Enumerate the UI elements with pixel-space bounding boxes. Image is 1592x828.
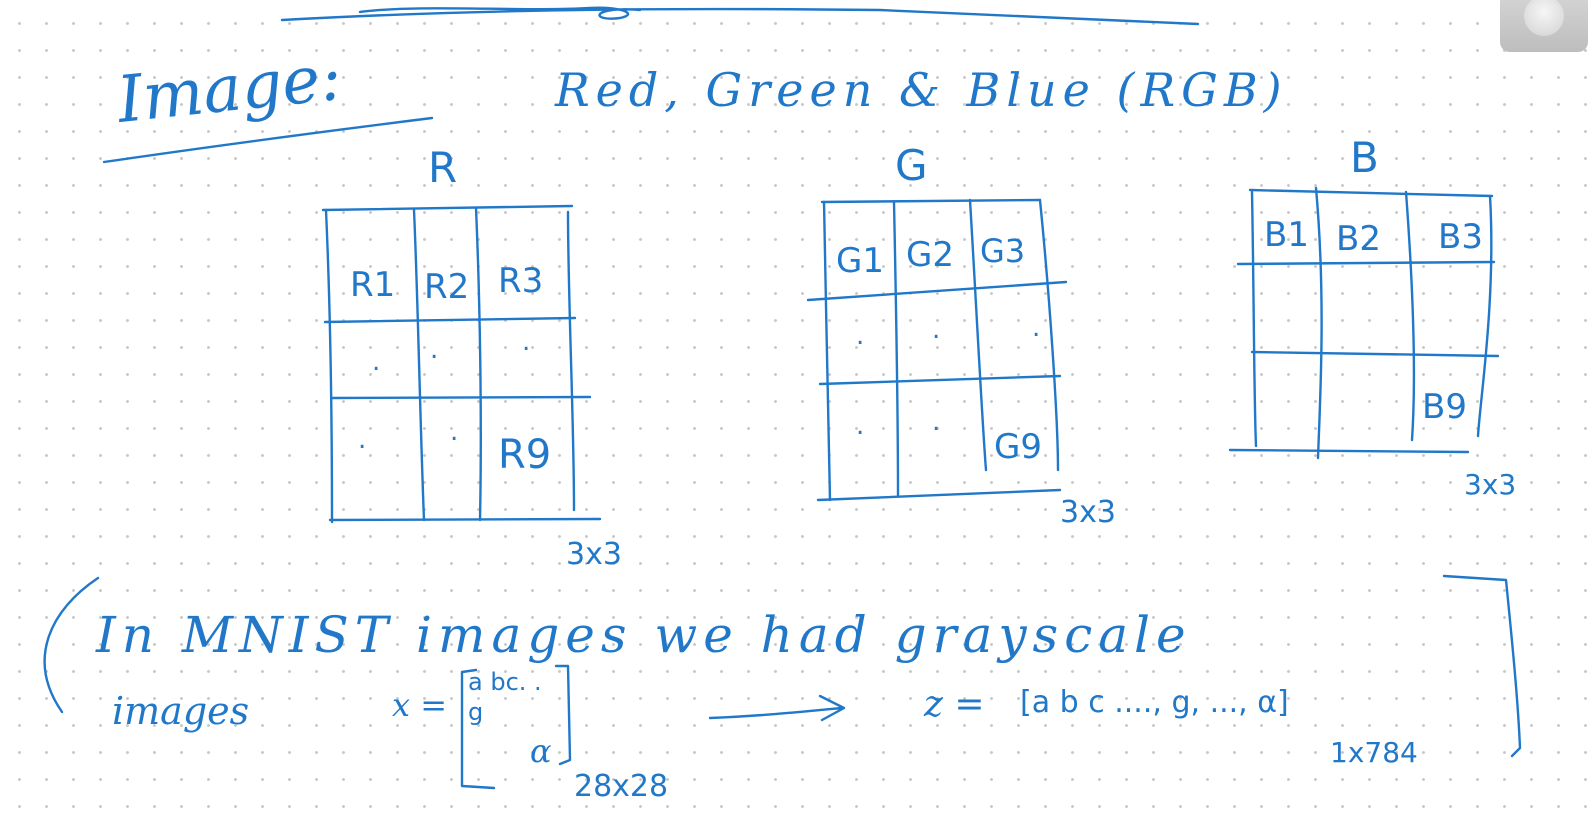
g-matrix-dims: 3x3 (1060, 495, 1116, 530)
note-line-1: In MNIST images we had grayscale (95, 606, 1192, 664)
heading-subtitle: Red, Green & Blue (RGB) (554, 63, 1288, 117)
g-cell-8: . (932, 407, 940, 437)
menu-button[interactable] (1500, 0, 1588, 52)
g-matrix-cells: G1 G2 G3 . . . . . G9 (836, 232, 1042, 467)
z-dims: 1x784 (1330, 736, 1418, 769)
channel-label-b: B (1350, 133, 1379, 182)
r-cell-2: R2 (424, 267, 469, 307)
x-row-1: a bc. . (468, 668, 542, 696)
b-matrix-grid (1228, 186, 1500, 460)
z-vector: [a b c ...., g, ..., α] (1020, 685, 1289, 720)
g-cell-3: G3 (980, 232, 1025, 270)
b-cell-9: B9 (1422, 387, 1467, 427)
x-row-2: g (468, 698, 483, 726)
b-cell-1: B1 (1264, 215, 1309, 255)
x-label: x = (392, 686, 447, 724)
r-matrix-grid (321, 204, 602, 524)
x-row-3: α (530, 732, 552, 770)
r-cell-4: . (372, 347, 380, 377)
b-cell-3: B3 (1438, 217, 1483, 257)
g-cell-2: G2 (906, 235, 954, 275)
b-matrix-cells: B1 B2 B3 B9 (1264, 215, 1483, 427)
r-cell-1: R1 (350, 265, 395, 305)
r-cell-8: . (450, 417, 458, 447)
g-cell-1: G1 (836, 241, 884, 281)
channel-label-r: R (428, 143, 457, 192)
heading-title: Image: (113, 41, 345, 138)
arrow (708, 694, 846, 722)
g-cell-7: . (856, 411, 864, 441)
note-close-bracket (1442, 574, 1522, 758)
top-scribble-line (280, 6, 1200, 26)
z-label: z = (923, 684, 985, 725)
g-cell-9: G9 (994, 427, 1042, 467)
heading-underline (102, 116, 434, 164)
g-cell-4: . (856, 321, 864, 351)
b-matrix-dims: 3x3 (1464, 468, 1516, 501)
r-matrix-dims: 3x3 (566, 537, 622, 572)
r-matrix-cells: R1 R2 R3 . . . . . R9 (350, 261, 551, 478)
note-line-2: images (112, 689, 249, 733)
x-bracket-left (460, 668, 496, 790)
b-cell-2: B2 (1336, 219, 1381, 259)
g-cell-6: . (1032, 313, 1040, 343)
g-matrix-grid (806, 198, 1068, 502)
note-open-paren (43, 576, 100, 714)
r-cell-5: . (430, 335, 438, 365)
g-cell-5: . (932, 315, 940, 345)
r-cell-9: R9 (498, 432, 551, 478)
r-cell-7: . (358, 425, 366, 455)
r-cell-3: R3 (498, 261, 543, 301)
x-dims: 28x28 (574, 769, 668, 804)
x-bracket-right (554, 664, 572, 766)
r-cell-6: . (522, 327, 530, 357)
menu-button-icon (1524, 0, 1564, 36)
channel-label-g: G (895, 141, 928, 190)
